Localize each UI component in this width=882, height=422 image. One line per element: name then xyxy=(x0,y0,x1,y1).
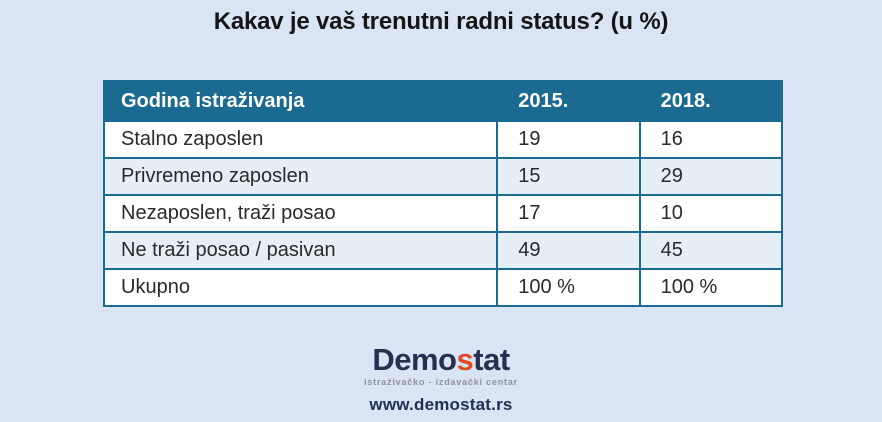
row-label: Ne traži posao / pasivan xyxy=(102,231,499,270)
row-label: Nezaposlen, traži posao xyxy=(102,194,499,233)
table-row: Stalno zaposlen 19 16 xyxy=(102,120,784,159)
value-2015: 15 xyxy=(496,157,641,196)
value-2015: 17 xyxy=(496,194,641,233)
value-2018: 16 xyxy=(638,120,784,159)
row-label: Stalno zaposlen xyxy=(102,120,499,159)
table-row: Nezaposlen, traži posao 17 10 xyxy=(102,194,784,233)
value-2018: 100 % xyxy=(638,268,784,307)
value-2015: 19 xyxy=(496,120,641,159)
website-url: www.demostat.rs xyxy=(369,395,513,414)
page-title: Kakav je vaš trenutni radni status? (u %… xyxy=(213,8,669,35)
value-2018: 10 xyxy=(638,194,784,233)
logo-accent-letter: s xyxy=(456,342,474,377)
col-header-2015: 2015. xyxy=(496,80,641,122)
row-label: Privremeno zaposlen xyxy=(102,157,499,196)
work-status-table: Godina istraživanja 2015. 2018. Stalno z… xyxy=(102,80,784,307)
logo-tagline: istraživačko - izdavački centar xyxy=(364,377,518,387)
value-2018: 29 xyxy=(638,157,784,196)
value-2018: 45 xyxy=(638,231,784,270)
table-header-row: Godina istraživanja 2015. 2018. xyxy=(102,80,784,122)
footer: Demostat istraživačko - izdavački centar… xyxy=(0,344,882,413)
logo-text-right: tat xyxy=(473,342,510,377)
logo-text-left: Demo xyxy=(372,342,457,377)
col-header-category: Godina istraživanja xyxy=(102,80,499,122)
table-row: Ne traži posao / pasivan 49 45 xyxy=(102,231,784,270)
col-header-2018: 2018. xyxy=(638,80,784,122)
row-label: Ukupno xyxy=(102,268,499,307)
value-2015: 49 xyxy=(496,231,641,270)
table-row-total: Ukupno 100 % 100 % xyxy=(102,268,784,307)
demostat-logo: Demostat xyxy=(0,344,882,375)
value-2015: 100 % xyxy=(496,268,641,307)
table-row: Privremeno zaposlen 15 29 xyxy=(102,157,784,196)
